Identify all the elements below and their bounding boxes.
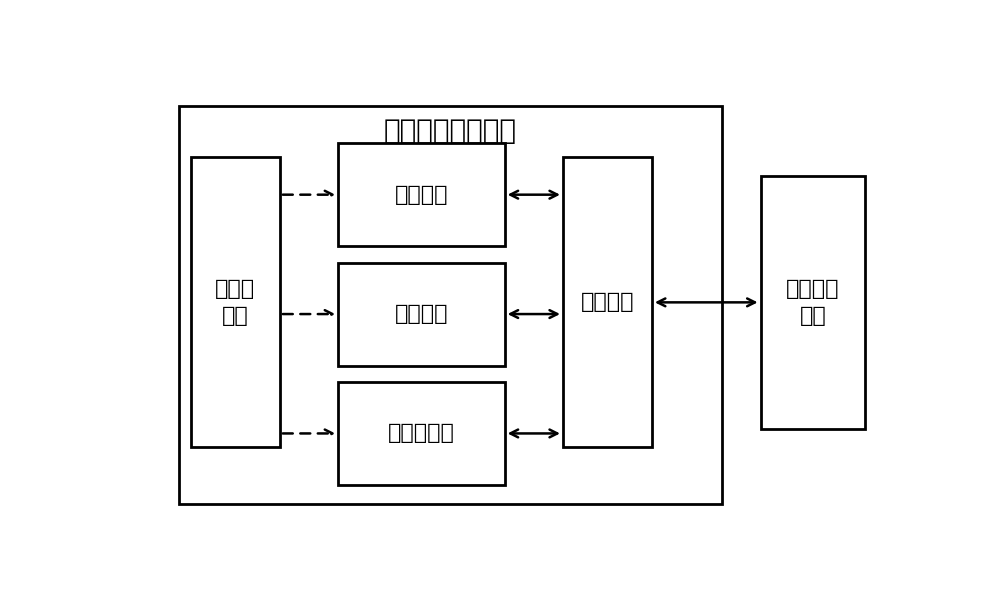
Bar [338, 382, 505, 485]
Text: 人机接口快速原型: 人机接口快速原型 [384, 117, 517, 145]
Text: 控制板模型: 控制板模型 [388, 423, 455, 443]
Bar [338, 263, 505, 365]
Bar [179, 106, 722, 503]
Text: 界面模型: 界面模型 [395, 185, 448, 205]
Text: 驾驶舱
模型: 驾驶舱 模型 [215, 279, 256, 325]
Bar [338, 143, 505, 246]
Bar [191, 157, 280, 447]
Text: 界面模型: 界面模型 [395, 304, 448, 324]
Bar [761, 176, 865, 429]
Text: 逻辑模型: 逻辑模型 [581, 292, 634, 313]
Text: 外部数据
激励: 外部数据 激励 [786, 279, 840, 325]
Bar [563, 157, 652, 447]
